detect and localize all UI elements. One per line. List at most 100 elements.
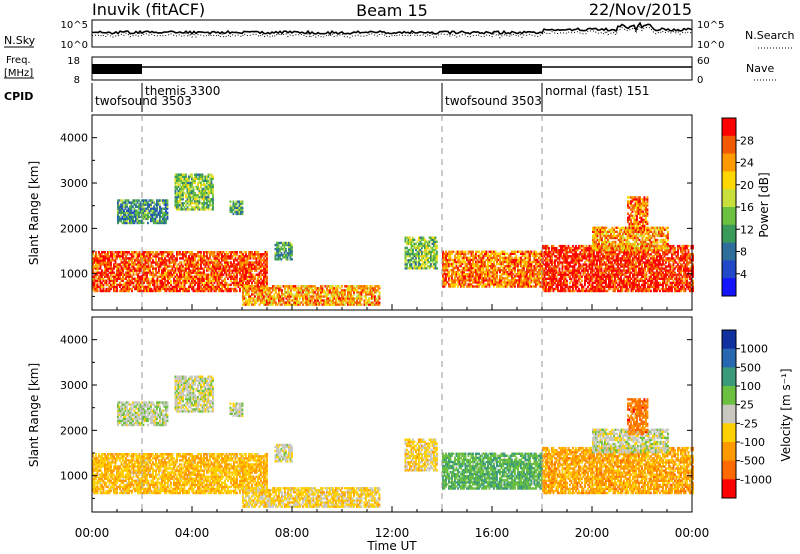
freq-band: [92, 64, 142, 74]
power-cell: [214, 251, 216, 253]
power-cell: [133, 253, 135, 255]
power-cell: [159, 203, 161, 205]
power-cell: [187, 282, 189, 284]
power-cell: [152, 259, 154, 261]
nsky-label: N.Sky: [4, 34, 36, 47]
power-cell: [248, 282, 250, 284]
power-cell: [266, 257, 268, 259]
radar-summary-plot: Inuvik (fitACF) Beam 15 22/Nov/2015 N.Sk…: [0, 0, 800, 554]
power-cell: [175, 261, 177, 263]
power-cell: [206, 253, 208, 255]
power-cell: [127, 253, 129, 255]
cpid-segment-label: normal (fast) 151: [545, 84, 649, 98]
power-cell: [139, 251, 141, 253]
power-cell: [104, 251, 106, 253]
power-cell: [224, 278, 226, 280]
nsky-tick-low: 10^0: [61, 40, 88, 51]
power-cell: [148, 278, 150, 280]
nsearch-tick-high: 10^5: [697, 20, 724, 31]
freq-frame: [92, 57, 692, 80]
nave-label: Nave: [746, 62, 774, 75]
freq-strip: Freq. [MHz] 18 8 60 0 Nave: [4, 55, 776, 86]
power-cell: [157, 282, 159, 284]
power-cell: [98, 251, 100, 253]
power-cell: [170, 282, 172, 284]
power-cell: [188, 288, 190, 290]
power-cell: [181, 261, 183, 263]
power-cell: [155, 267, 157, 269]
power-cell: [266, 278, 268, 280]
power-cell: [157, 251, 159, 253]
power-cell: [101, 269, 103, 271]
freq-unit-label: [MHz]: [4, 68, 33, 79]
power-cell: [110, 288, 112, 290]
power-cell: [211, 259, 213, 261]
power-cell: [251, 282, 253, 284]
nave-tick-low: 0: [697, 75, 703, 86]
power-cell: [122, 199, 124, 201]
cpid-segment-label: twofsound 3503: [445, 94, 542, 108]
power-cell: [97, 288, 99, 290]
power-cell: [185, 253, 187, 255]
power-cell: [173, 255, 175, 257]
power-cell: [191, 251, 193, 253]
power-cell: [227, 278, 229, 280]
power-cell: [166, 261, 168, 263]
power-cell: [266, 261, 268, 263]
power-cell: [152, 265, 154, 267]
power-cell: [236, 251, 238, 253]
power-cell: [257, 251, 259, 253]
nsky-tick-high: 10^5: [61, 20, 88, 31]
nsearch-label: N.Search: [745, 29, 795, 42]
power-cell: [266, 282, 268, 284]
power-cell: [214, 282, 216, 284]
power-cell: [143, 282, 145, 284]
power-cell: [156, 216, 158, 218]
freq-tick-low: 8: [74, 75, 80, 86]
power-cell: [203, 267, 205, 269]
power-cell: [176, 257, 178, 259]
date-title: 22/Nov/2015: [589, 0, 692, 19]
cpid-segment-label: themis 3300: [145, 84, 220, 98]
power-cell: [139, 272, 141, 274]
power-cell: [241, 251, 243, 253]
power-cell: [266, 253, 268, 255]
power-cell: [179, 251, 181, 253]
power-cell: [266, 267, 268, 269]
freq-trace: [92, 64, 692, 74]
power-cell: [152, 251, 154, 253]
nsky-trace: [92, 23, 692, 34]
power-cell: [147, 222, 149, 224]
power-cell: [182, 198, 184, 200]
power-cell: [165, 220, 167, 222]
power-echoes: [92, 174, 694, 306]
power-cell: [266, 251, 268, 253]
power-cell: [112, 251, 114, 253]
power-cell: [194, 257, 196, 259]
power-cell: [172, 251, 174, 253]
power-cell: [110, 261, 112, 263]
power-cell: [97, 282, 99, 284]
beam-title: Beam 15: [356, 1, 428, 20]
power-cell: [170, 280, 172, 282]
power-cell: [116, 257, 118, 259]
nsearch-trace: [92, 26, 692, 38]
power-cell: [128, 199, 130, 201]
power-cell: [148, 261, 150, 263]
power-cell: [131, 288, 133, 290]
power-cell: [250, 257, 252, 259]
nsearch-tick-low: 10^0: [697, 40, 724, 51]
power-cell: [239, 288, 241, 290]
power-cell: [236, 290, 238, 292]
nave-tick-high: 60: [697, 56, 710, 67]
power-cell: [133, 282, 135, 284]
freq-label: Freq.: [6, 55, 31, 66]
power-cell: [167, 212, 169, 214]
power-cell: [223, 251, 225, 253]
cpid-label: CPID: [4, 90, 33, 103]
power-cell: [266, 276, 268, 278]
power-cell: [138, 199, 140, 201]
power-cell: [245, 251, 247, 253]
